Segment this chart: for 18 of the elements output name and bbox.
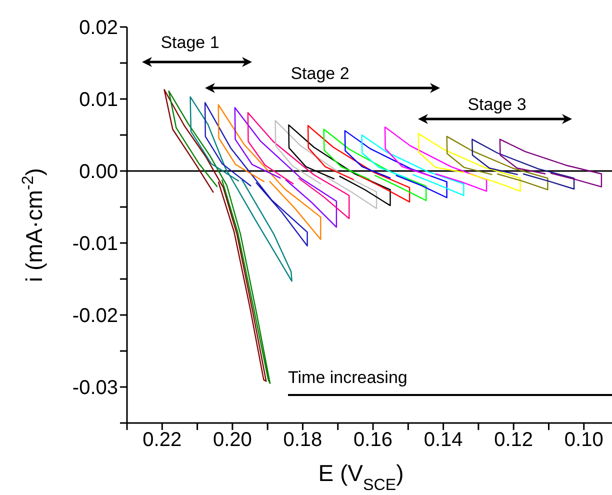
- x-tick-label: 0.12: [494, 429, 534, 452]
- y-tick-label: 0.00: [79, 161, 118, 184]
- x-tick-label: 0.18: [283, 429, 322, 452]
- y-tick-label: -0.03: [72, 377, 118, 400]
- y-tick-label: 0.01: [79, 89, 118, 112]
- y-tick-label: 0.02: [79, 17, 118, 40]
- x-tick-label: 0.20: [212, 429, 252, 452]
- annotation: Stage 1: [160, 33, 220, 52]
- y-tick-label: -0.02: [72, 305, 118, 328]
- annotation: Stage 3: [468, 95, 526, 114]
- x-tick-label: 0.22: [142, 429, 182, 452]
- annotation: Stage 2: [290, 64, 350, 83]
- x-tick-label: 0.14: [424, 429, 463, 452]
- x-axis-title: E (V$_{SCE}$): [318, 460, 404, 494]
- x-tick-label: 0.16: [354, 429, 392, 452]
- annotation: Time increasing: [288, 368, 408, 387]
- x-tick-label: 0.10: [564, 429, 604, 452]
- y-tick-label: -0.01: [72, 233, 118, 256]
